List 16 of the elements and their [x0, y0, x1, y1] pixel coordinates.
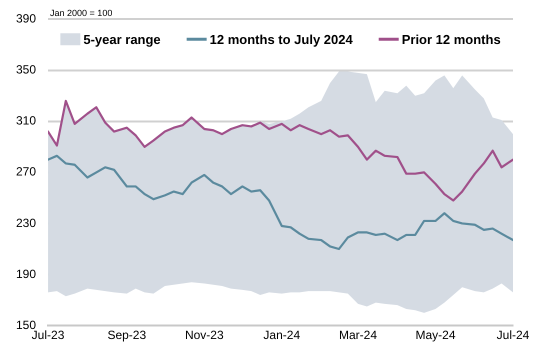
- y-tick-label: 190: [16, 266, 36, 281]
- y-tick-label: 310: [16, 114, 36, 128]
- x-tick-label: Jul-24: [496, 328, 530, 342]
- x-tick-label: Sep-23: [107, 328, 146, 342]
- x-tick-label: Mar-24: [339, 328, 378, 342]
- legend-label: Prior 12 months: [402, 32, 501, 47]
- y-tick-label: 270: [16, 164, 36, 179]
- text: Jan 2000 = 100: [50, 8, 112, 18]
- x-tick-label: May-24: [415, 328, 456, 342]
- legend-label: 5-year range: [83, 32, 161, 47]
- y-tick-label: 350: [16, 62, 36, 77]
- y-tick-label: 390: [16, 12, 36, 26]
- x-tick-label: Nov-23: [184, 328, 224, 342]
- y-tick-label: 230: [16, 216, 36, 230]
- legend-label: 12 months to July 2024: [210, 32, 354, 47]
- x-tick-label: Jan-24: [263, 328, 300, 342]
